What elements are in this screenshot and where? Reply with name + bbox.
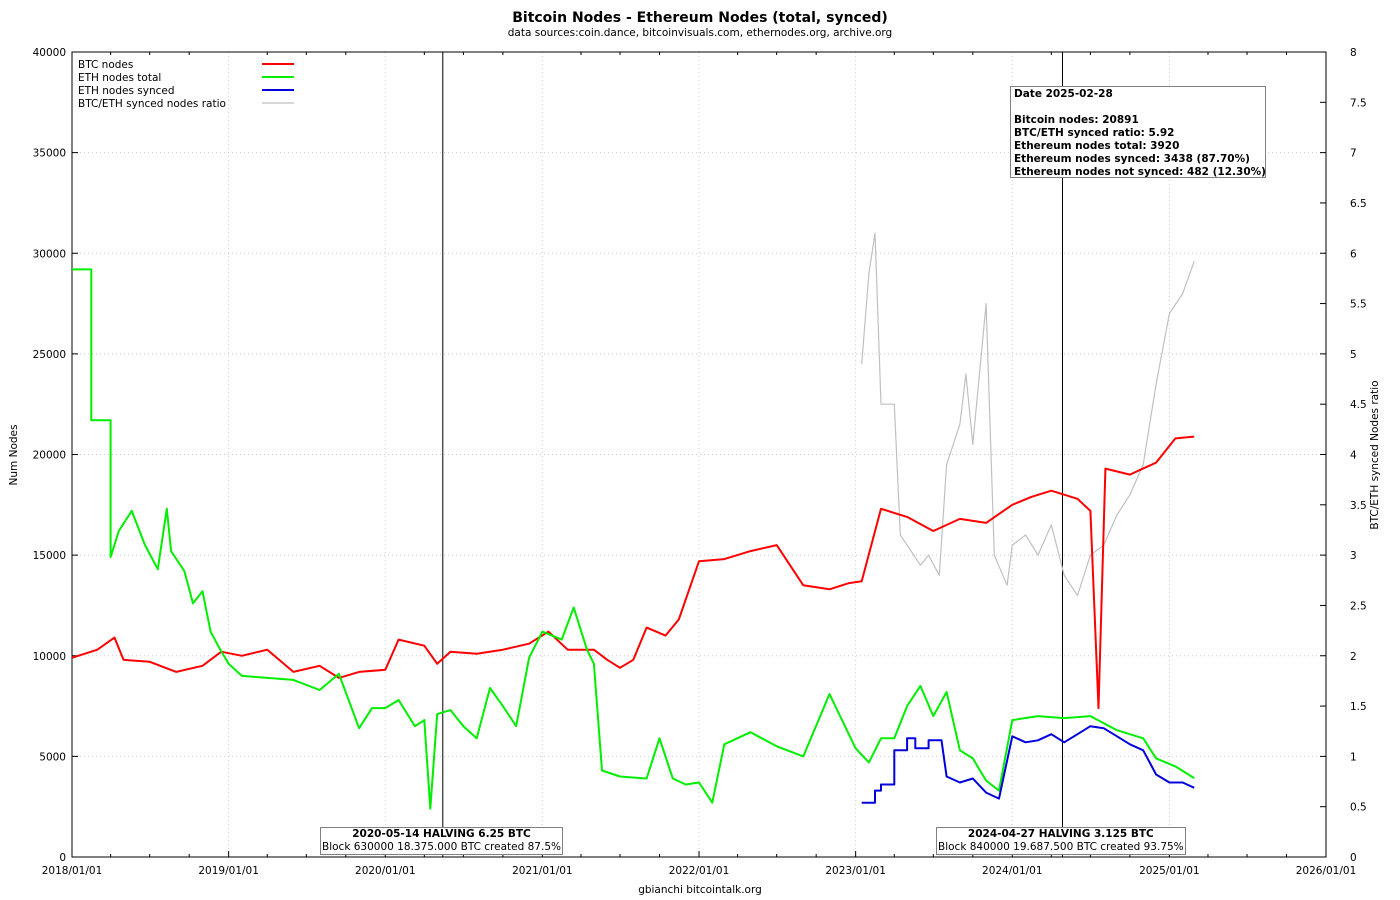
info-box: Date 2025-02-28 Bitcoin nodes: 20891 BTC… xyxy=(1010,86,1266,178)
y2-tick-label: 2.5 xyxy=(1350,600,1367,612)
y-tick-label: 20000 xyxy=(33,450,66,462)
y-tick-label: 5000 xyxy=(39,751,66,763)
y2-tick-label: 4 xyxy=(1350,450,1357,462)
y-tick-label: 25000 xyxy=(33,349,66,361)
x-tick-label: 2024/01/01 xyxy=(982,865,1043,877)
y-tick-label: 35000 xyxy=(33,148,66,160)
info-date: Date 2025-02-28 xyxy=(1014,88,1113,100)
series-line-btc-nodes xyxy=(71,435,1195,710)
y-tick-label: 15000 xyxy=(33,550,66,562)
y-tick-label: 0 xyxy=(59,852,66,864)
info-eth-not-synced: Ethereum nodes not synced: 482 (12.30%) xyxy=(1014,166,1266,178)
y2-tick-label: 7 xyxy=(1350,148,1357,160)
series-line-btc-eth-synced-nodes-ratio xyxy=(861,232,1195,597)
info-eth-synced: Ethereum nodes synced: 3438 (87.70%) xyxy=(1014,153,1250,165)
y2-tick-label: 2 xyxy=(1350,651,1357,663)
chart-title: Bitcoin Nodes - Ethereum Nodes (total, s… xyxy=(512,10,888,26)
x-tick-label: 2021/01/01 xyxy=(512,865,573,877)
info-blank xyxy=(1014,101,1262,114)
y2-tick-label: 5.5 xyxy=(1350,299,1367,311)
y-axis-label: Num Nodes xyxy=(8,425,20,486)
y2-tick-label: 8 xyxy=(1350,47,1357,59)
legend-label: ETH nodes synced xyxy=(78,85,175,97)
x-tick-label: 2026/01/01 xyxy=(1296,865,1357,877)
halving-title-2024: 2024-04-27 HALVING 3.125 BTC xyxy=(967,828,1154,840)
info-btc-nodes: Bitcoin nodes: 20891 xyxy=(1014,114,1139,126)
x-tick-label: 2018/01/01 xyxy=(42,865,103,877)
y2-tick-label: 1.5 xyxy=(1350,701,1367,713)
chart-credit: gbianchi bitcointalk.org xyxy=(638,884,762,896)
info-eth-total: Ethereum nodes total: 3920 xyxy=(1014,140,1180,152)
halving-title-2020: 2020-05-14 HALVING 6.25 BTC xyxy=(352,828,531,840)
y2-tick-label: 0 xyxy=(1350,852,1357,864)
y2-tick-label: 1 xyxy=(1350,751,1357,763)
y-tick-label: 40000 xyxy=(33,47,66,59)
plot-frame xyxy=(71,51,1327,858)
info-ratio: BTC/ETH synced ratio: 5.92 xyxy=(1014,127,1175,139)
halving-box-2024: 2024-04-27 HALVING 3.125 BTC Block 84000… xyxy=(936,827,1186,855)
legend-label: BTC nodes xyxy=(78,59,133,71)
y2-tick-label: 3 xyxy=(1350,550,1357,562)
halving-box-2020: 2020-05-14 HALVING 6.25 BTC Block 630000… xyxy=(320,827,563,855)
halving-detail-2020: Block 630000 18.375.000 BTC created 87.5… xyxy=(322,841,561,853)
y2-tick-label: 4.5 xyxy=(1350,399,1367,411)
y-tick-label: 30000 xyxy=(33,248,66,260)
y2-tick-label: 5 xyxy=(1350,349,1357,361)
legend-label: ETH nodes total xyxy=(78,72,161,84)
x-tick-label: 2023/01/01 xyxy=(825,865,886,877)
y2-tick-label: 6 xyxy=(1350,248,1357,260)
y2-axis-label: BTC/ETH synced Nodes ratio xyxy=(1369,380,1381,529)
x-tick-label: 2019/01/01 xyxy=(198,865,259,877)
x-tick-label: 2020/01/01 xyxy=(355,865,416,877)
x-tick-label: 2025/01/01 xyxy=(1139,865,1200,877)
chart-subtitle: data sources:coin.dance, bitcoinvisuals.… xyxy=(507,27,893,39)
series-line-eth-nodes-total xyxy=(72,268,1195,810)
y2-tick-label: 3.5 xyxy=(1350,500,1367,512)
y2-tick-label: 7.5 xyxy=(1350,97,1367,109)
y-tick-label: 10000 xyxy=(33,651,66,663)
halving-detail-2024: Block 840000 19.687.500 BTC created 93.7… xyxy=(938,841,1184,853)
legend-label: BTC/ETH synced nodes ratio xyxy=(78,98,226,110)
series-line-eth-nodes-synced xyxy=(861,725,1195,804)
y2-tick-label: 6.5 xyxy=(1350,198,1367,210)
y2-tick-label: 0.5 xyxy=(1350,802,1367,814)
x-tick-label: 2022/01/01 xyxy=(669,865,730,877)
